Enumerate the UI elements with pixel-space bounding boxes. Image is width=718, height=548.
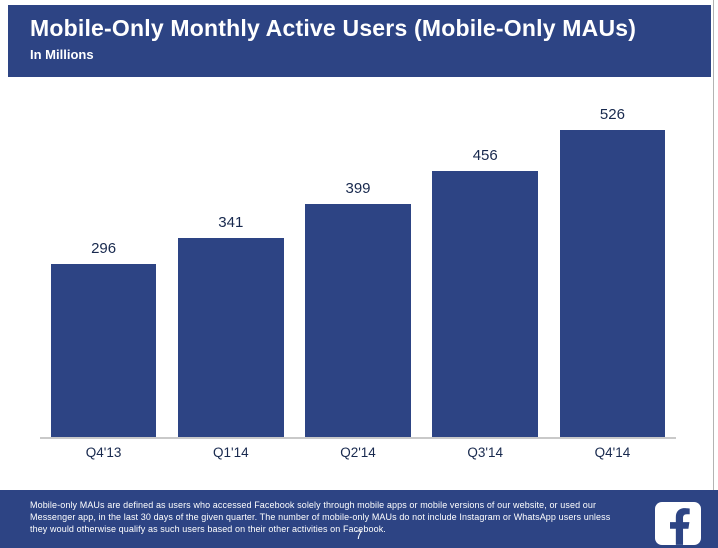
tick-row: Q4'13 Q1'14 Q2'14 Q3'14 Q4'14 <box>40 445 676 460</box>
bar-value-label: 399 <box>345 180 371 197</box>
bar-column: 526 <box>549 77 676 437</box>
bar-value-label: 341 <box>218 214 244 231</box>
bar-value-label: 526 <box>599 106 625 123</box>
bar <box>559 130 666 437</box>
bar-column: 296 <box>40 77 167 437</box>
header-band: Mobile-Only Monthly Active Users (Mobile… <box>8 5 711 77</box>
bar <box>50 264 157 437</box>
bar-column: 456 <box>422 77 549 437</box>
bar <box>305 204 411 437</box>
bar-columns: 296 341 399 456 526 <box>40 77 676 437</box>
bar-value-label: 296 <box>91 240 117 257</box>
bar-column: 399 <box>294 77 421 437</box>
chart-area: 296 341 399 456 526 Q4'13 Q1'14 Q2'14 Q3'14 Q4'1… <box>0 77 712 490</box>
bar-column: 341 <box>167 77 294 437</box>
x-tick-label: Q4'13 <box>85 445 122 460</box>
slide-title: Mobile-Only Monthly Active Users (Mobile… <box>30 15 637 41</box>
footnote-text: Mobile-only MAUs are defined as users wh… <box>30 500 611 535</box>
bar <box>432 171 538 437</box>
footer-band: Mobile-only MAUs are defined as users wh… <box>0 490 718 548</box>
x-tick-label: Q2'14 <box>340 445 376 460</box>
x-tick-label: Q4'14 <box>594 445 631 460</box>
x-tick-label: Q3'14 <box>467 445 504 460</box>
slide-subtitle: In Millions <box>30 47 94 63</box>
facebook-f-icon <box>669 508 690 545</box>
x-tick-label: Q1'14 <box>213 445 249 460</box>
bar <box>178 238 284 437</box>
x-axis-line <box>40 437 676 439</box>
facebook-logo <box>655 502 701 545</box>
bar-value-label: 456 <box>472 147 498 164</box>
page-number: 7 <box>355 528 363 542</box>
slide-right-border <box>713 0 714 490</box>
